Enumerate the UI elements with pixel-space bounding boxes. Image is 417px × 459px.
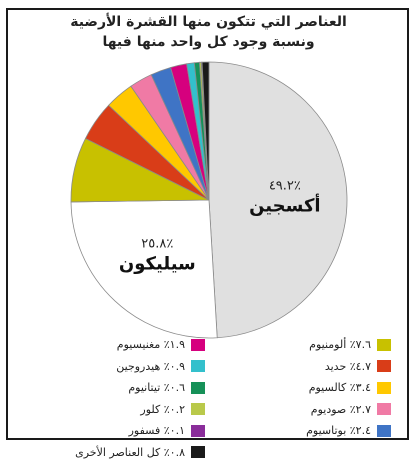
legend-swatch — [377, 381, 391, 394]
legend-label: ٣.٤٪ كالسيوم — [308, 381, 371, 394]
legend-label: ٠.١٪ فسفور — [128, 424, 185, 437]
legend-label: ٧.٦٪ ألومنيوم — [309, 338, 371, 351]
legend-swatch — [191, 360, 205, 372]
legend-item: ٢.٤٪ بوتاسيوم — [306, 424, 391, 437]
slice-name-label: سيليكون — [119, 254, 196, 275]
legend-swatch — [377, 338, 391, 351]
legend-label: ٠.٨٪ كل العناصر الأخرى — [75, 445, 185, 459]
legend-swatch — [191, 424, 205, 437]
legend-item: ١.٩٪ مغنيسيوم — [117, 338, 205, 351]
legend-swatch — [191, 338, 205, 351]
legend-item: ٠.٢٪ كلور — [140, 403, 205, 416]
legend-item: ٠.٨٪ كل العناصر الأخرى — [75, 446, 205, 459]
pie-chart: ٤٩.٢٪أكسجين ٢٥.٨٪ سيليكون — [70, 61, 348, 339]
legend-item: ٤.٧٪ حديد — [325, 360, 391, 373]
legend-item: ٠.١٪ فسفور — [129, 424, 205, 437]
pie-slice-12 — [201, 61, 210, 201]
legend-label: ١.٩٪ مغنيسيوم — [116, 338, 185, 351]
legend-swatch — [377, 403, 391, 415]
legend-swatch — [377, 424, 391, 437]
slice-value-label: ٤٩.٢٪ — [269, 179, 301, 194]
legend-label: ٠.٦٪ تيتانيوم — [128, 381, 185, 394]
slice-name-label: أكسجين — [249, 194, 320, 217]
chart-title-line1: العناصر التي تتكون منها القشرة الأرضية — [70, 14, 347, 30]
legend-label: ٤.٧٪ حديد — [324, 359, 371, 373]
legend-label: ٠.٩٪ هيدروجين — [116, 359, 185, 373]
legend-swatch — [191, 403, 205, 415]
pie-slice-0 — [208, 61, 348, 339]
legend-item: ٠.٩٪ هيدروجين — [116, 360, 205, 373]
chart-title-line2: ونسبة وجود كل واحد منها فيها — [102, 34, 315, 50]
legend-swatch — [191, 446, 205, 458]
pie-slice-1 — [70, 199, 218, 339]
legend-item: ٣.٤٪ كالسيوم — [309, 381, 391, 394]
slice-value-label: ٢٥.٨٪ — [141, 237, 173, 252]
legend-label: ٠.٢٪ كلور — [140, 402, 185, 416]
legend-swatch — [191, 381, 205, 394]
legend-swatch — [377, 360, 391, 372]
legend-item: ٢.٧٪ صوديوم — [311, 403, 391, 416]
legend-item: ٧.٦٪ ألومنيوم — [309, 338, 391, 351]
legend-item: ٠.٦٪ تيتانيوم — [128, 381, 205, 394]
legend-label: ٢.٧٪ صوديوم — [310, 402, 371, 416]
legend-label: ٢.٤٪ بوتاسيوم — [306, 424, 371, 437]
